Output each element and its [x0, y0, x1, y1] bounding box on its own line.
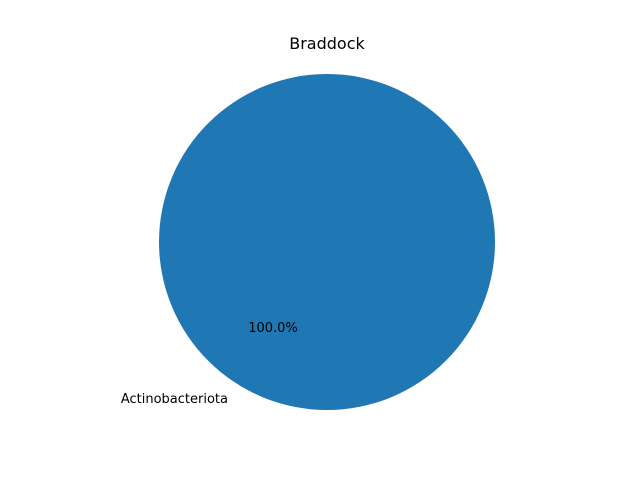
pie-slice-actinobacteriota [159, 74, 495, 410]
pie-slices [159, 74, 495, 410]
slice-category-label: Actinobacteriota [121, 392, 228, 407]
slice-percent-label: 100.0% [248, 321, 298, 336]
pie-labels: Actinobacteriota 100.0% [121, 321, 298, 407]
chart-title: Braddock [289, 34, 365, 53]
